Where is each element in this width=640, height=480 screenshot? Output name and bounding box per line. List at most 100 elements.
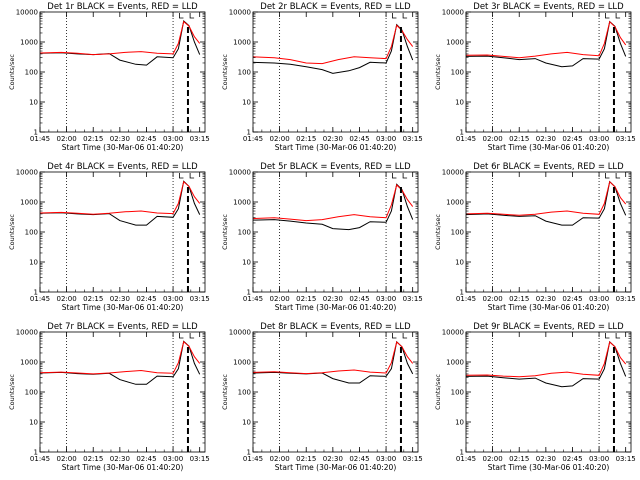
events-series-line (253, 23, 414, 74)
events-series-line (253, 340, 414, 384)
events-series-line (466, 340, 627, 388)
peak-bracket-right (402, 333, 408, 339)
x-tick-label: 03:15 (403, 455, 423, 463)
x-tick-label: 03:15 (190, 455, 210, 463)
x-tick-label: 01:45 (30, 295, 50, 303)
y-tick-label: 1 (247, 129, 251, 137)
x-axis-label: Start Time (30-Mar-06 01:40:20) (275, 303, 397, 312)
panel-det-1: Det 1r BLACK = Events, RED = LLD 1 10 100 10… (8, 2, 210, 152)
y-tick-label: 10 (29, 99, 38, 107)
y-axis-label: Counts/sec (221, 54, 229, 90)
y-tick-label: 10000 (16, 9, 38, 17)
y-tick-label: 10 (242, 419, 251, 427)
y-tick-label: 100 (25, 229, 38, 237)
y-tick-label: 1000 (233, 39, 251, 47)
x-tick-label: 02:30 (110, 295, 130, 303)
x-tick-label: 02:15 (509, 135, 529, 143)
panel-title: Det 4r BLACK = Events, RED = LLD (47, 162, 198, 172)
y-tick-label: 10 (455, 259, 464, 267)
y-tick-label: 1 (34, 449, 38, 457)
peak-bracket-left (392, 173, 397, 179)
panel-title: Det 9r BLACK = Events, RED = LLD (473, 322, 624, 332)
plot-frame (465, 171, 632, 293)
x-tick-label: 01:45 (456, 455, 476, 463)
peak-bracket-right (402, 13, 408, 19)
peak-bracket-left (392, 13, 397, 19)
y-tick-label: 10000 (442, 9, 464, 17)
y-tick-label: 10000 (442, 169, 464, 177)
x-tick-label: 02:15 (83, 135, 103, 143)
y-tick-label: 1 (34, 289, 38, 297)
panel-title: Det 5r BLACK = Events, RED = LLD (260, 162, 411, 172)
lld-series-line (466, 341, 627, 378)
x-tick-label: 02:45 (349, 135, 369, 143)
y-tick-label: 1 (247, 289, 251, 297)
y-axis-label: Counts/sec (8, 374, 16, 410)
lld-series-line (466, 180, 627, 216)
peak-bracket-left (392, 333, 397, 339)
peak-bracket-right (189, 173, 195, 179)
y-tick-label: 1 (460, 449, 464, 457)
x-tick-label: 03:00 (376, 455, 396, 463)
y-tick-label: 10000 (442, 329, 464, 337)
x-tick-label: 01:45 (243, 135, 263, 143)
x-tick-label: 01:45 (30, 135, 50, 143)
x-tick-label: 02:15 (509, 455, 529, 463)
peak-bracket-right (402, 173, 408, 179)
y-tick-label: 1000 (233, 199, 251, 207)
y-tick-label: 100 (238, 69, 251, 77)
y-tick-label: 10 (242, 99, 251, 107)
x-tick-label: 02:00 (57, 135, 77, 143)
x-tick-label: 01:45 (30, 455, 50, 463)
x-tick-label: 03:15 (616, 295, 636, 303)
x-tick-label: 02:45 (136, 455, 156, 463)
plot-frame (252, 11, 419, 133)
y-tick-label: 100 (451, 69, 464, 77)
x-tick-label: 02:30 (536, 295, 556, 303)
y-tick-label: 100 (238, 229, 251, 237)
y-axis-label: Counts/sec (434, 214, 442, 250)
x-tick-label: 02:45 (136, 295, 156, 303)
panel-det-5: Det 5r BLACK = Events, RED = LLD 1 10 100 10… (221, 162, 423, 312)
events-series-line (466, 180, 627, 226)
lld-series-line (40, 180, 201, 215)
x-tick-label: 02:30 (110, 135, 130, 143)
x-tick-label: 02:30 (536, 455, 556, 463)
x-tick-label: 02:00 (270, 455, 290, 463)
y-tick-label: 100 (451, 229, 464, 237)
peak-bracket-left (179, 333, 184, 339)
events-series-line (253, 183, 414, 231)
plot-frame (39, 171, 206, 293)
x-tick-label: 03:00 (163, 295, 183, 303)
panel-det-3: Det 3r BLACK = Events, RED = LLD 1 10 100 10… (434, 2, 636, 152)
y-tick-label: 1 (247, 449, 251, 457)
y-tick-label: 10000 (16, 169, 38, 177)
x-tick-label: 01:45 (243, 295, 263, 303)
x-tick-label: 02:00 (270, 295, 290, 303)
x-tick-label: 02:15 (83, 455, 103, 463)
x-tick-label: 02:45 (349, 295, 369, 303)
peak-bracket-left (605, 173, 610, 179)
y-tick-label: 1 (460, 129, 464, 137)
panel-det-2: Det 2r BLACK = Events, RED = LLD 1 10 100 10… (221, 2, 423, 152)
x-tick-label: 01:45 (456, 135, 476, 143)
x-tick-label: 02:30 (323, 295, 343, 303)
y-tick-label: 10 (455, 419, 464, 427)
x-axis-label: Start Time (30-Mar-06 01:40:20) (62, 303, 184, 312)
x-tick-label: 03:00 (589, 295, 609, 303)
events-series-line (40, 340, 201, 385)
x-tick-label: 03:00 (163, 135, 183, 143)
x-tick-label: 02:00 (57, 455, 77, 463)
peak-bracket-right (189, 333, 195, 339)
x-axis-label: Start Time (30-Mar-06 01:40:20) (275, 463, 397, 472)
x-tick-label: 03:15 (403, 135, 423, 143)
x-tick-label: 03:00 (376, 295, 396, 303)
peak-bracket-right (615, 333, 621, 339)
peak-bracket-right (189, 13, 195, 19)
plot-frame (39, 331, 206, 453)
plot-frame (465, 331, 632, 453)
x-axis-label: Start Time (30-Mar-06 01:40:20) (275, 143, 397, 152)
x-tick-label: 02:45 (562, 455, 582, 463)
panel-det-6: Det 6r BLACK = Events, RED = LLD 1 10 100 10… (434, 162, 636, 312)
